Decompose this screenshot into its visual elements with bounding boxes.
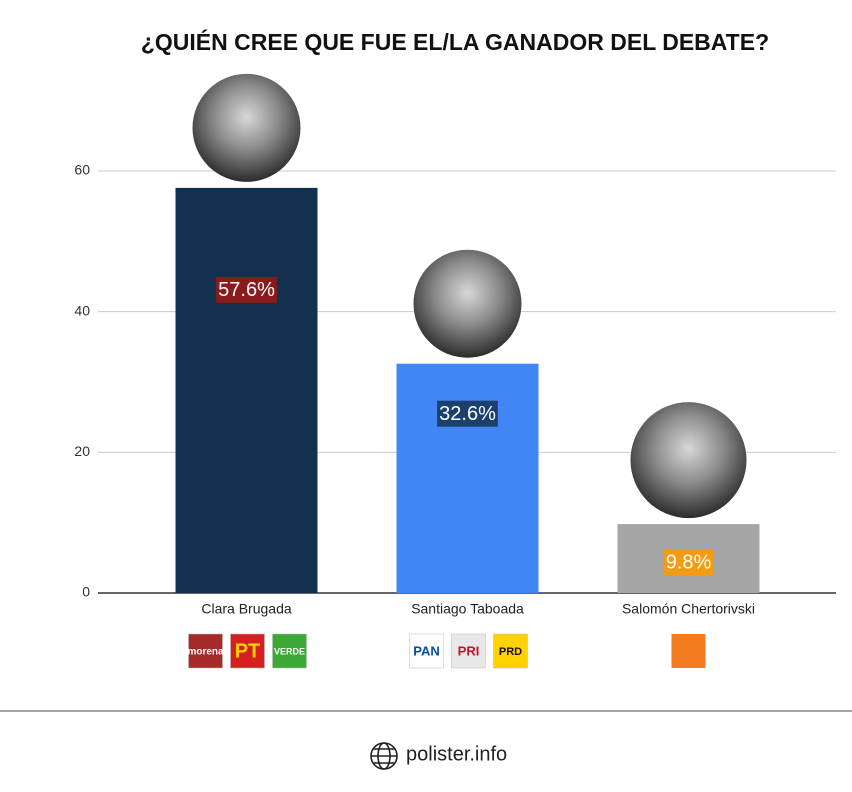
- party-logo: [451, 633, 486, 669]
- candidate-photo: [630, 402, 747, 519]
- party-logo-text: morena: [187, 647, 224, 658]
- party-logo-text: PT: [235, 640, 261, 662]
- party-logo: [671, 634, 706, 668]
- y-tick-label: 40: [74, 302, 90, 318]
- candidate-photo: [413, 249, 522, 358]
- party-logo: [188, 633, 223, 669]
- candidate-photo: [192, 73, 301, 182]
- party-logo-text: PAN: [413, 643, 439, 658]
- x-tick-label: Salomón Chertorivski: [622, 601, 755, 617]
- value-label-bg: [663, 549, 714, 576]
- party-logo-text: VERDE: [274, 646, 305, 656]
- chart-title: ¿QUIÉN CREE QUE FUE EL/LA GANADOR DEL DE…: [141, 28, 769, 55]
- party-logo: [230, 633, 265, 669]
- party-logo-text: PRD: [499, 646, 522, 658]
- value-label: 57.6%: [218, 279, 275, 301]
- x-tick-label: Clara Brugada: [201, 601, 291, 617]
- footer-text: polister.info: [406, 743, 507, 765]
- party-logo: [493, 633, 528, 669]
- bar: [175, 187, 318, 593]
- value-label-bg: [216, 276, 277, 303]
- party-logo: [409, 633, 444, 669]
- y-tick-label: 20: [74, 443, 90, 459]
- y-tick-label: 60: [74, 162, 90, 178]
- x-tick-label: Santiago Taboada: [411, 601, 524, 617]
- party-logo-text: PRI: [458, 643, 480, 658]
- bar: [396, 363, 539, 593]
- y-tick-label: 0: [82, 584, 90, 600]
- value-label: 32.6%: [439, 403, 496, 425]
- value-label-bg: [437, 400, 498, 427]
- globe-icon: [370, 742, 398, 770]
- value-label: 9.8%: [666, 551, 712, 573]
- party-logo: [272, 633, 307, 669]
